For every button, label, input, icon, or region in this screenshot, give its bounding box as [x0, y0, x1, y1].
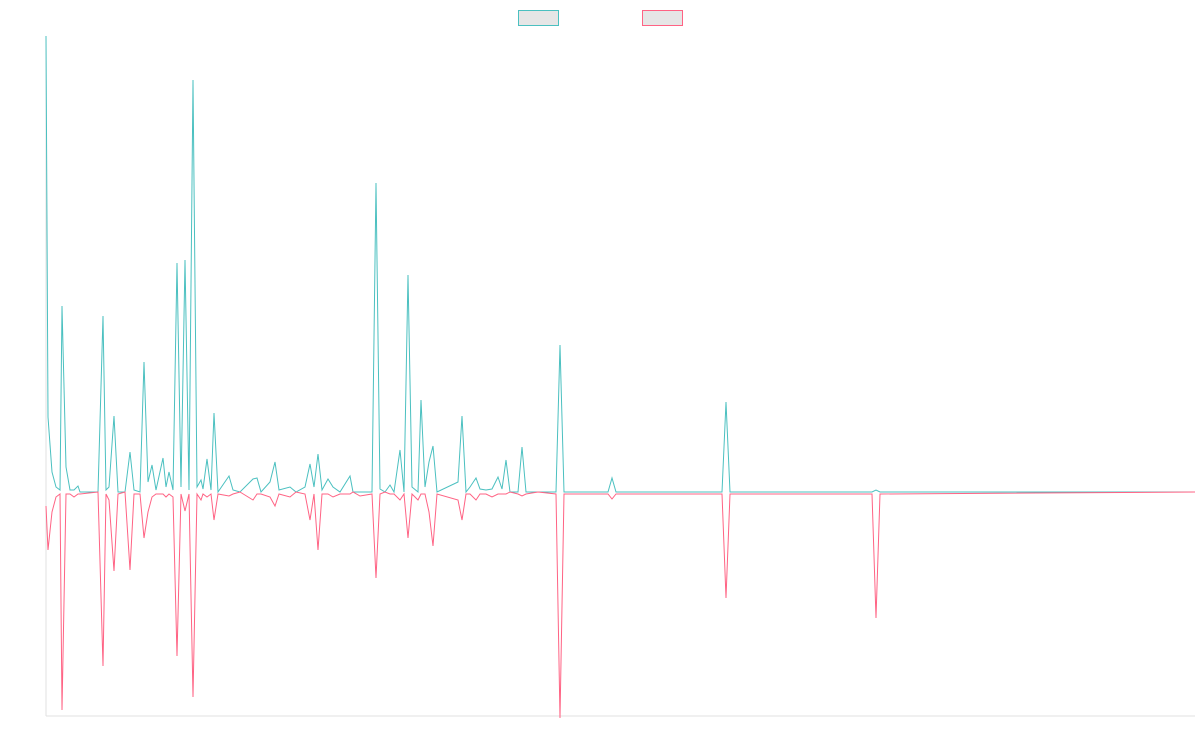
legend-swatch [642, 10, 683, 26]
series-line [45, 491, 1196, 719]
legend-swatch [518, 10, 559, 26]
series-line [45, 35, 1195, 494]
